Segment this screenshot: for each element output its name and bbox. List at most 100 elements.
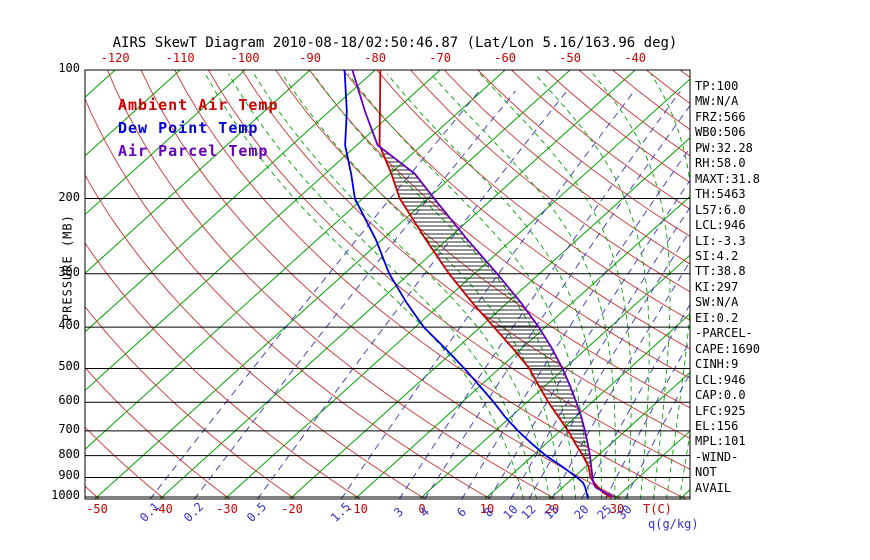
mixing-ratio-line [149,90,480,499]
mixing-ratio-tick: 0.5 [244,499,270,525]
top-temp-tick: -70 [429,51,451,65]
stat-line: -WIND- [695,449,739,464]
mixing-ratio-line [510,206,690,499]
mixing-unit-label: q(g/kg) [648,517,699,531]
plot-frame [84,69,691,500]
curve-dew-point-temp [343,70,589,499]
isotherm-line [85,70,376,333]
pressure-tick-100: 100 [58,61,80,75]
pressure-tick-1000: 1000 [51,488,80,502]
moist-adiabat-line [386,73,602,499]
dry-adiabat-line [443,70,690,265]
bottom-temp-tick: -30 [216,502,238,516]
stat-line: LCL:946 [695,372,746,387]
stat-line: TT:38.8 [695,264,746,279]
stat-line: MPL:101 [695,434,746,449]
dry-adiabat-line [85,97,492,499]
isotherm-line [85,70,441,392]
pressure-tick-500: 500 [58,359,80,374]
moist-adiabat-line [679,430,690,499]
mixing-ratio-line [193,90,516,499]
top-temp-tick: -100 [230,51,260,65]
mixing-ratio-line [398,90,681,499]
bottom-temp-tick: -10 [346,502,368,516]
top-temp-tick: -120 [100,51,130,65]
top-temp-tick: -40 [624,51,646,65]
isotherm-line [85,70,311,274]
stat-line: RH:58.0 [695,156,746,171]
mixing-ratio-line [528,230,690,499]
top-temp-tick: -110 [165,51,195,65]
dry-adiabat-line [85,305,296,499]
mixing-ratio-line [581,303,690,499]
pressure-tick-700: 700 [58,421,80,436]
stat-line: SI:4.2 [695,248,739,263]
curve-air-parcel-temp [351,70,615,498]
dry-adiabat-line [85,242,361,499]
mixing-ratio-line [340,90,635,499]
moist-adiabat-line [253,73,550,499]
bottom-temp-tick: 0 [418,502,426,516]
stat-line: TH:5463 [695,187,746,202]
stat-line: LCL:946 [695,218,746,233]
dry-adiabat-line [85,426,166,499]
stat-line: EL:156 [695,418,739,433]
sounding-curves [343,70,615,499]
dry-adiabat-line [309,70,690,379]
isotherm-line [549,371,690,499]
legend-dew-point-temp: Dew Point Temp [118,119,259,137]
mixing-ratio-line [624,372,690,499]
stat-line: CAPE:1690 [695,341,761,356]
isotherm-line [94,70,571,499]
bottom-temp-tick: -50 [86,502,108,516]
temp-unit-label: T(C) [643,502,672,516]
top-temp-tick: -60 [494,51,516,65]
top-temp-tick: -80 [364,51,386,65]
moist-adiabat-line [479,73,632,499]
dry-adiabat-line [85,174,426,499]
bottom-temp-tick: 20 [544,502,560,516]
stat-line: FRZ:566 [695,109,746,124]
chart-title: AIRS SkewT Diagram 2010-08-18/02:50:46.8… [112,35,678,51]
moist-adiabat-line [204,73,524,499]
pressure-tick-300: 300 [58,264,80,279]
bottom-temp-tick: 30 [609,502,625,516]
legend-air-parcel-temp: Air Parcel Temp [118,142,269,160]
isotherm-line [484,313,690,499]
stat-line: -PARCEL- [695,326,753,341]
stat-line: CINH:9 [695,357,739,372]
dry-adiabat-line [410,70,690,293]
plot-background-lines [85,70,690,499]
stat-line: MAXT:31.8 [695,171,761,186]
stat-line: MW:N/A [695,94,739,109]
bottom-temp-tick: 10 [479,502,495,516]
moist-adiabat-line [281,73,563,499]
mixing-ratio-line [488,179,690,499]
stat-line: L57:6.0 [695,202,746,217]
isotherm-line [289,137,690,499]
mixing-ratio-line [604,340,690,499]
pressure-tick-600: 600 [58,393,80,408]
isotherm-line [85,70,246,216]
bottom-temp-tick: -40 [151,502,173,516]
dry-adiabat-line [241,70,690,439]
dry-adiabat-line [174,70,687,499]
isotherm-line [354,195,690,499]
pressure-tick-400: 400 [58,318,80,333]
bottom-temp-tick: -20 [281,502,303,516]
moist-adiabat-line [534,73,650,499]
stat-line: NOT [695,465,717,480]
stat-line: EI:0.2 [695,310,739,325]
dry-adiabat-line [85,366,231,499]
stats-panel: TP:100 MW:N/A FRZ:566 WB0:506 PW:32.28 RH:58.… [695,79,867,496]
moist-adiabat-line [347,73,589,499]
cape-hatch-area [377,145,595,483]
stat-line: WB0:506 [695,125,746,140]
stat-line: KI:297 [695,279,739,294]
moist-adiabat-line [592,73,671,499]
dry-adiabat-line [106,70,557,499]
stat-line: SW:N/A [695,295,739,310]
